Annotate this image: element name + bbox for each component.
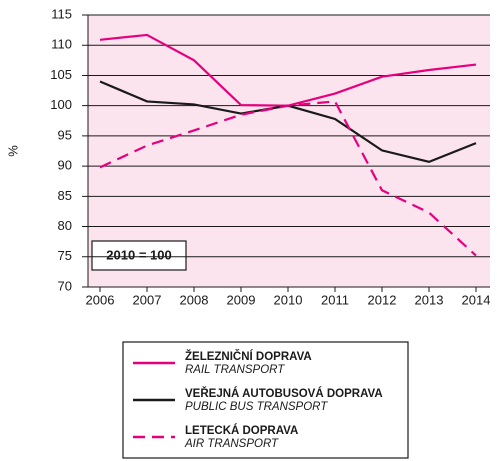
legend-label: LETECKÁ DOPRAVA xyxy=(185,424,298,437)
x-tick-label: 2011 xyxy=(321,292,349,307)
y-tick-label: 70 xyxy=(58,278,72,293)
legend-label-en: PUBLIC BUS TRANSPORT xyxy=(185,401,328,413)
y-tick-label: 85 xyxy=(58,188,72,203)
legend-label-en: AIR TRANSPORT xyxy=(184,438,279,450)
x-tick-label: 2006 xyxy=(86,292,115,307)
legend-label: VEŘEJNÁ AUTOBUSOVÁ DOPRAVA xyxy=(185,387,383,400)
legend-label-en: RAIL TRANSPORT xyxy=(185,364,285,376)
x-tick-label: 2009 xyxy=(227,292,256,307)
y-tick-label: 90 xyxy=(58,158,72,173)
annotation: 2010 = 100 xyxy=(106,247,171,262)
x-tick-label: 2013 xyxy=(415,292,444,307)
y-tick-label: 100 xyxy=(50,97,72,112)
y-tick-label: 80 xyxy=(58,218,72,233)
y-axis-label: % xyxy=(5,145,20,157)
x-tick-label: 2012 xyxy=(368,292,397,307)
y-tick-label: 105 xyxy=(50,67,72,82)
x-tick-label: 2008 xyxy=(180,292,209,307)
series-line xyxy=(99,100,477,257)
x-tick-label: 2010 xyxy=(274,292,303,307)
legend-label: ŽELEZNIČNÍ DOPRAVA xyxy=(185,350,312,363)
y-tick-label: 95 xyxy=(58,127,72,142)
y-tick-label: 115 xyxy=(51,6,72,21)
annotation-box xyxy=(91,240,187,271)
y-tick-label: 75 xyxy=(58,248,72,263)
y-tick-label: 110 xyxy=(51,37,72,52)
x-tick-label: 2007 xyxy=(133,292,162,307)
x-tick-label: 2014 xyxy=(462,292,491,307)
